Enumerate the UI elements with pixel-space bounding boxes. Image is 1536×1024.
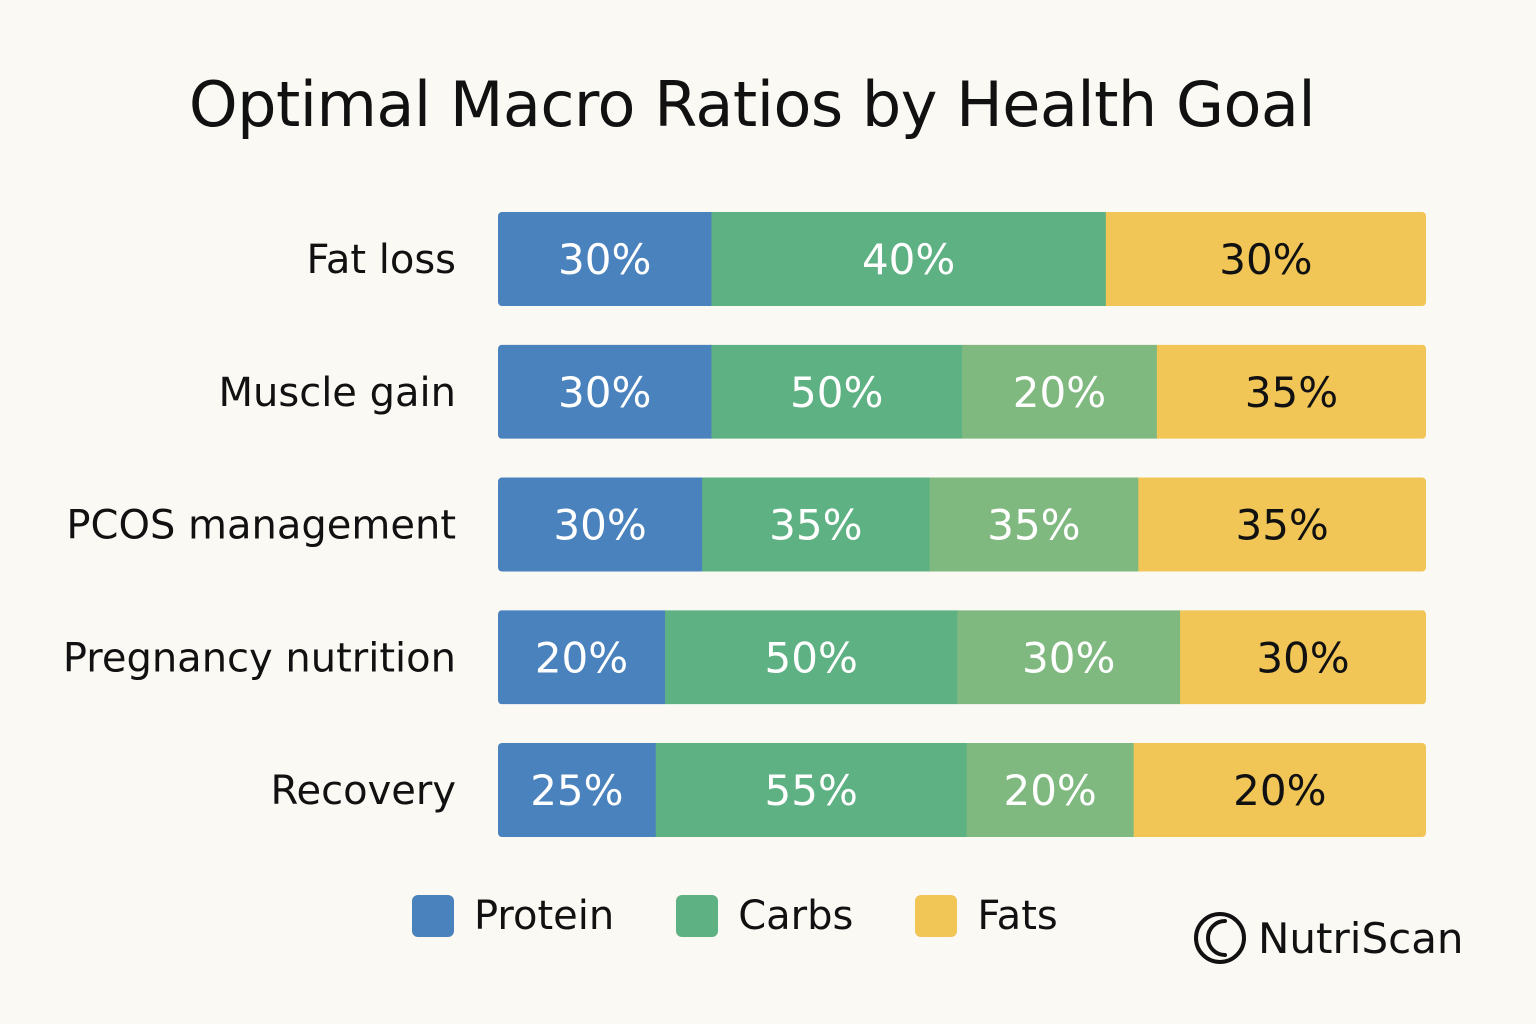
category-label-fat-loss: Fat loss	[306, 237, 456, 283]
bar-segment-carbs-secondary-pcos-management	[929, 477, 1139, 572]
legend-label-carbs: Carbs	[738, 893, 854, 939]
data-label-protein-recovery: 25%	[530, 766, 623, 815]
data-label-fats-pregnancy-nutrition: 30%	[1256, 633, 1349, 682]
bar-segment-fats-fat-loss	[1105, 212, 1426, 306]
bar-row-muscle-gain	[498, 344, 1426, 439]
category-label-pregnancy-nutrition: Pregnancy nutrition	[63, 635, 456, 681]
bar-segment-fats-pcos-management	[1138, 477, 1426, 572]
data-label-fats-pcos-management: 35%	[1235, 501, 1328, 550]
bar-segment-fats-recovery	[1133, 743, 1426, 837]
bar-segment-protein-pcos-management	[498, 477, 703, 572]
nutriscan-logo-icon	[1194, 912, 1246, 964]
data-label-carbs-muscle-gain: 50%	[790, 368, 883, 417]
bar-segment-carbs-recovery	[655, 743, 968, 837]
data-label-fats-fat-loss: 30%	[1219, 235, 1312, 284]
data-label-carbs-pcos-management: 35%	[769, 501, 862, 550]
data-label-carbs-fat-loss: 40%	[862, 235, 955, 284]
bar-segment-carbs-pcos-management	[702, 477, 931, 572]
category-label-pcos-management: PCOS management	[66, 503, 456, 549]
bar-row-recovery	[498, 743, 1426, 837]
chart-title: Optimal Macro Ratios by Health Goal	[188, 68, 1316, 141]
data-label-fats-muscle-gain: 35%	[1245, 368, 1338, 417]
bar-segment-carbs-fat-loss	[711, 212, 1107, 306]
bar-row-pregnancy-nutrition	[498, 610, 1426, 705]
bar-segment-protein-pregnancy-nutrition	[498, 610, 666, 705]
bar-segment-protein-muscle-gain	[498, 344, 713, 439]
data-label-protein-fat-loss: 30%	[558, 235, 651, 284]
legend-label-protein: Protein	[474, 893, 615, 939]
brand: NutriScan	[1192, 910, 1464, 966]
data-label-carbs-secondary-pcos-management: 35%	[987, 501, 1080, 550]
bar-row-fat-loss	[498, 212, 1426, 306]
bar-segment-fats-pregnancy-nutrition	[1180, 610, 1426, 705]
category-label-recovery: Recovery	[271, 768, 456, 814]
legend-label-fats: Fats	[977, 893, 1058, 939]
data-label-carbs-secondary-pregnancy-nutrition: 30%	[1022, 633, 1115, 682]
data-label-carbs-secondary-muscle-gain: 20%	[1013, 368, 1106, 417]
legend-swatch-carbs	[676, 895, 719, 937]
data-label-protein-pcos-management: 30%	[553, 501, 646, 550]
data-label-protein-pregnancy-nutrition: 20%	[535, 633, 628, 682]
legend-item-protein: Protein	[412, 893, 614, 939]
bar-segment-carbs-secondary-recovery	[966, 743, 1135, 837]
bar-segment-carbs-secondary-pregnancy-nutrition	[957, 610, 1181, 705]
legend-swatch-protein	[412, 895, 454, 937]
data-label-carbs-secondary-recovery: 20%	[1003, 766, 1096, 815]
bar-segment-protein-recovery	[498, 743, 657, 837]
bar-segment-fats-muscle-gain	[1156, 344, 1426, 439]
category-label-muscle-gain: Muscle gain	[219, 370, 457, 416]
bar-segment-protein-fat-loss	[498, 212, 713, 306]
data-label-protein-muscle-gain: 30%	[558, 368, 651, 417]
legend-item-fats: Fats	[915, 893, 1058, 939]
bar-row-pcos-management	[498, 477, 1426, 572]
legend: Protein Carbs Fats	[412, 893, 1120, 939]
data-label-carbs-recovery: 55%	[765, 766, 858, 815]
brand-name: NutriScan	[1258, 913, 1464, 963]
data-label-fats-recovery: 20%	[1233, 766, 1326, 815]
bar-segment-carbs-pregnancy-nutrition	[665, 610, 958, 705]
bar-segment-carbs-secondary-muscle-gain	[962, 344, 1158, 439]
legend-item-carbs: Carbs	[676, 893, 853, 939]
bar-segment-carbs-muscle-gain	[711, 344, 963, 439]
legend-swatch-fats	[915, 895, 958, 937]
data-label-carbs-pregnancy-nutrition: 50%	[765, 633, 858, 682]
